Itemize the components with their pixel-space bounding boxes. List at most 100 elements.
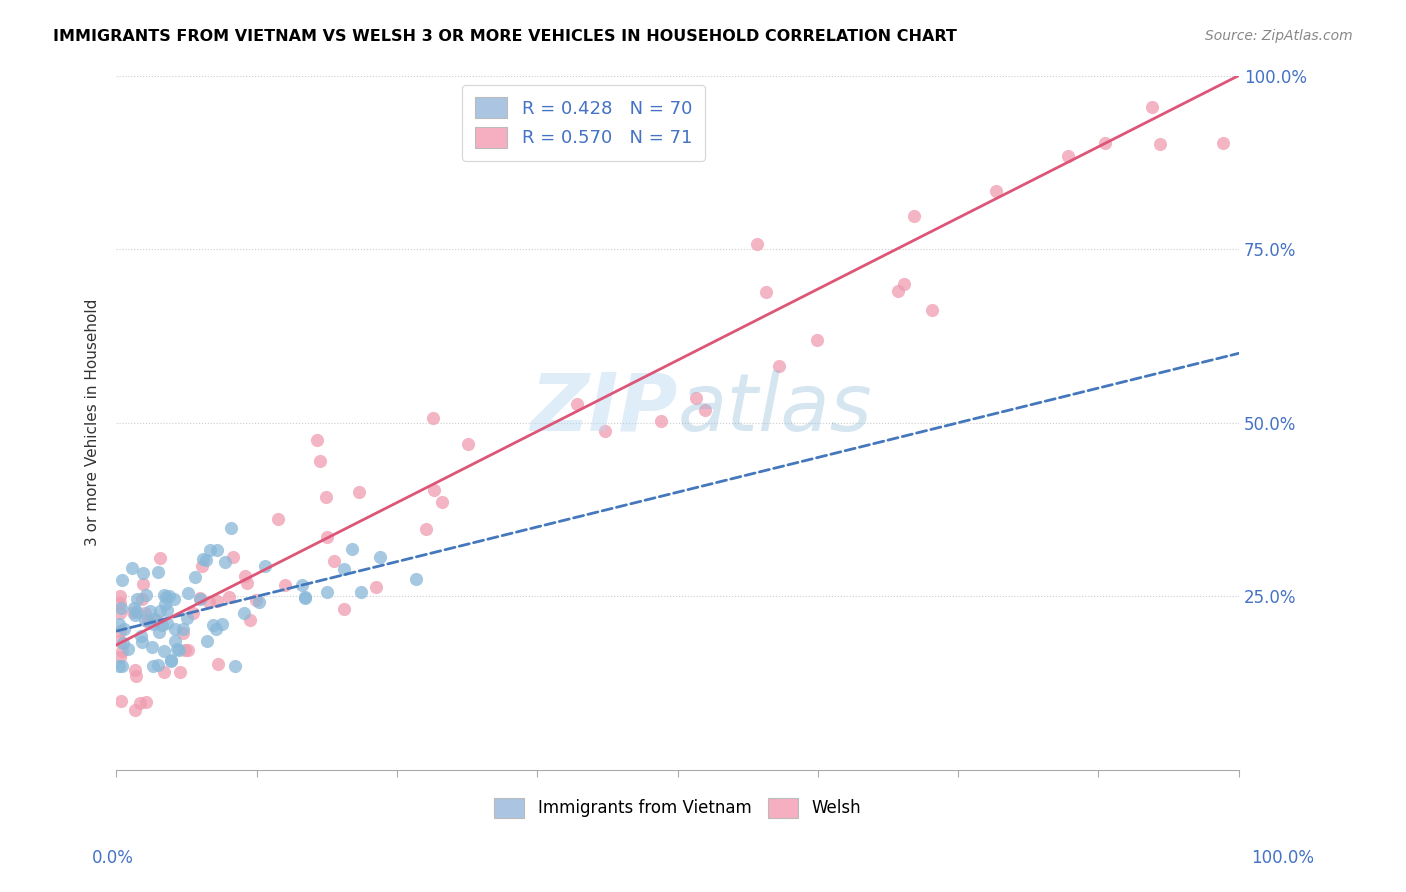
Point (221, 521, 243, 535)
Text: ZIP: ZIP (530, 370, 678, 448)
Point (111, 658, 134, 673)
Point (177, 642, 200, 657)
Point (155, 603, 177, 617)
Point (110, 624, 132, 639)
Point (125, 605, 148, 619)
Point (163, 622, 186, 636)
Point (117, 642, 139, 657)
Point (108, 590, 131, 604)
Point (1056, 149, 1078, 163)
Point (197, 595, 219, 609)
Point (1212, 136, 1234, 150)
Point (685, 391, 707, 405)
Point (139, 604, 162, 618)
Point (124, 663, 146, 677)
Point (1149, 136, 1171, 151)
Point (294, 590, 316, 604)
Point (142, 612, 165, 626)
Point (430, 494, 453, 508)
Point (202, 618, 225, 632)
Point (333, 562, 356, 576)
Point (152, 588, 174, 602)
Point (893, 277, 915, 292)
Point (205, 594, 228, 608)
Point (273, 577, 295, 591)
Point (134, 613, 156, 627)
Point (332, 602, 354, 616)
Point (146, 566, 169, 580)
Point (194, 553, 217, 567)
Point (214, 556, 236, 570)
Point (1140, 100, 1163, 114)
Point (110, 643, 132, 657)
Point (149, 604, 172, 618)
Point (181, 606, 204, 620)
Point (693, 403, 716, 417)
Point (129, 696, 152, 710)
Point (422, 410, 444, 425)
Point (125, 669, 148, 683)
Point (131, 635, 153, 649)
Point (107, 658, 129, 673)
Text: Source: ZipAtlas.com: Source: ZipAtlas.com (1205, 29, 1353, 43)
Point (110, 694, 132, 708)
Point (159, 653, 181, 667)
Point (294, 591, 316, 605)
Point (166, 641, 188, 656)
Point (153, 597, 176, 611)
Point (108, 597, 131, 611)
Point (350, 584, 373, 599)
Point (121, 605, 143, 619)
Point (131, 592, 153, 607)
Point (142, 658, 165, 673)
Point (146, 613, 169, 627)
Point (155, 590, 177, 604)
Point (236, 575, 259, 590)
Point (347, 484, 370, 499)
Point (111, 573, 134, 587)
Point (593, 424, 616, 438)
Point (224, 658, 246, 673)
Point (163, 591, 186, 606)
Point (233, 569, 256, 583)
Point (245, 593, 267, 607)
Point (457, 436, 479, 450)
Point (172, 626, 194, 640)
Point (903, 209, 925, 223)
Point (768, 359, 790, 373)
Point (207, 543, 229, 558)
Point (121, 561, 143, 575)
Y-axis label: 3 or more Vehicles in Household: 3 or more Vehicles in Household (86, 299, 100, 547)
Point (364, 580, 387, 594)
Point (153, 665, 176, 679)
Point (124, 601, 146, 615)
Point (239, 613, 262, 627)
Point (124, 608, 146, 623)
Point (172, 622, 194, 636)
Point (141, 640, 163, 654)
Point (218, 591, 240, 605)
Point (150, 617, 173, 632)
Point (134, 606, 156, 620)
Point (205, 622, 228, 636)
Point (157, 589, 180, 603)
Point (806, 333, 828, 347)
Point (131, 576, 153, 591)
Point (191, 552, 214, 566)
Point (650, 414, 672, 428)
Point (886, 284, 908, 298)
Point (368, 550, 391, 565)
Point (108, 606, 131, 620)
Text: 0.0%: 0.0% (91, 849, 134, 867)
Point (135, 695, 157, 709)
Point (291, 578, 314, 592)
Point (247, 595, 270, 609)
Point (156, 615, 179, 630)
Point (176, 611, 198, 625)
Point (108, 649, 131, 664)
Point (127, 592, 149, 607)
Point (423, 483, 446, 497)
Point (207, 657, 229, 671)
Point (167, 642, 190, 657)
Point (160, 654, 183, 668)
